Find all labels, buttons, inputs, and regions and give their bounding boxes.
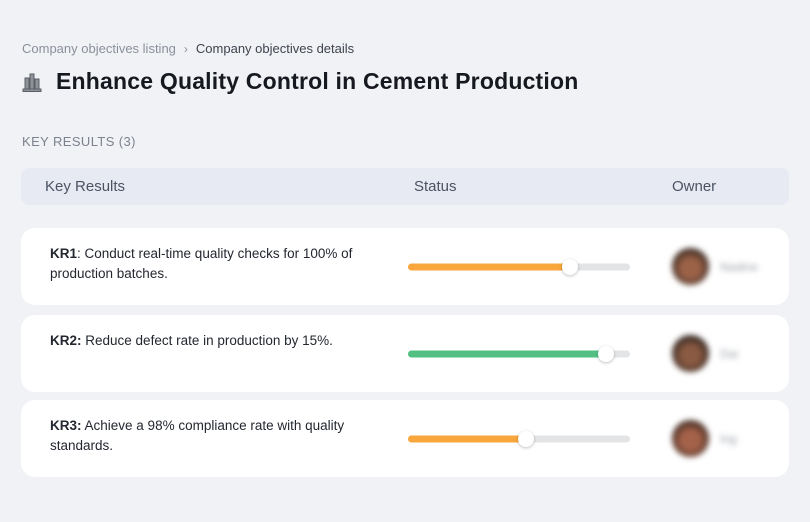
column-header-status: Status: [414, 178, 457, 195]
progress-track: [408, 350, 630, 357]
progress-fill: [408, 350, 606, 357]
title-row: Enhance Quality Control in Cement Produc…: [22, 68, 579, 95]
slider-knob[interactable]: [562, 258, 579, 275]
avatar[interactable]: [672, 248, 709, 285]
table-row[interactable]: KR3: Achieve a 98% compliance rate with …: [21, 400, 789, 477]
chevron-right-icon: ›: [183, 41, 188, 56]
progress-fill: [408, 435, 526, 442]
column-header-owner: Owner: [672, 178, 717, 195]
kr-label: KR2:: [50, 333, 82, 348]
owner-name: Nadine: [720, 259, 759, 274]
progress-slider[interactable]: [408, 345, 630, 362]
kr-label: KR3:: [50, 418, 82, 433]
key-result-text: KR2: Reduce defect rate in production by…: [50, 331, 386, 351]
slider-knob[interactable]: [517, 430, 534, 447]
progress-fill: [408, 263, 571, 270]
avatar[interactable]: [672, 335, 709, 372]
owner-cell: Ing: [672, 400, 737, 477]
kr-description: : Conduct real-time quality checks for 1…: [50, 246, 353, 281]
page-title: Enhance Quality Control in Cement Produc…: [56, 68, 579, 94]
progress-slider[interactable]: [408, 258, 630, 275]
kr-label: KR1: [50, 246, 78, 261]
owner-cell: Dai: [672, 315, 738, 392]
breadcrumb-link-listing[interactable]: Company objectives listing: [22, 41, 176, 56]
kr-description: Achieve a 98% compliance rate with quali…: [50, 418, 345, 453]
key-result-text: KR3: Achieve a 98% compliance rate with …: [50, 416, 386, 455]
column-header-key-results: Key Results: [45, 178, 126, 195]
owner-name: Dai: [720, 346, 739, 361]
owner-cell: Nadine: [672, 228, 758, 305]
progress-track: [408, 263, 630, 270]
key-results-count-label: KEY RESULTS (3): [22, 134, 136, 149]
breadcrumb: Company objectives listing › Company obj…: [22, 41, 354, 56]
table-header: Key Results Status Owner: [21, 168, 789, 205]
owner-name: Ing: [720, 431, 737, 446]
table-row[interactable]: KR1: Conduct real-time quality checks fo…: [21, 228, 789, 305]
key-result-text: KR1: Conduct real-time quality checks fo…: [50, 244, 386, 283]
slider-knob[interactable]: [597, 345, 614, 362]
buildings-icon: [22, 70, 44, 94]
table-row[interactable]: KR2: Reduce defect rate in production by…: [21, 315, 789, 392]
avatar[interactable]: [672, 420, 709, 457]
progress-slider[interactable]: [408, 430, 630, 447]
breadcrumb-current-details: Company objectives details: [195, 41, 355, 56]
kr-description: Reduce defect rate in production by 15%.: [81, 333, 333, 348]
